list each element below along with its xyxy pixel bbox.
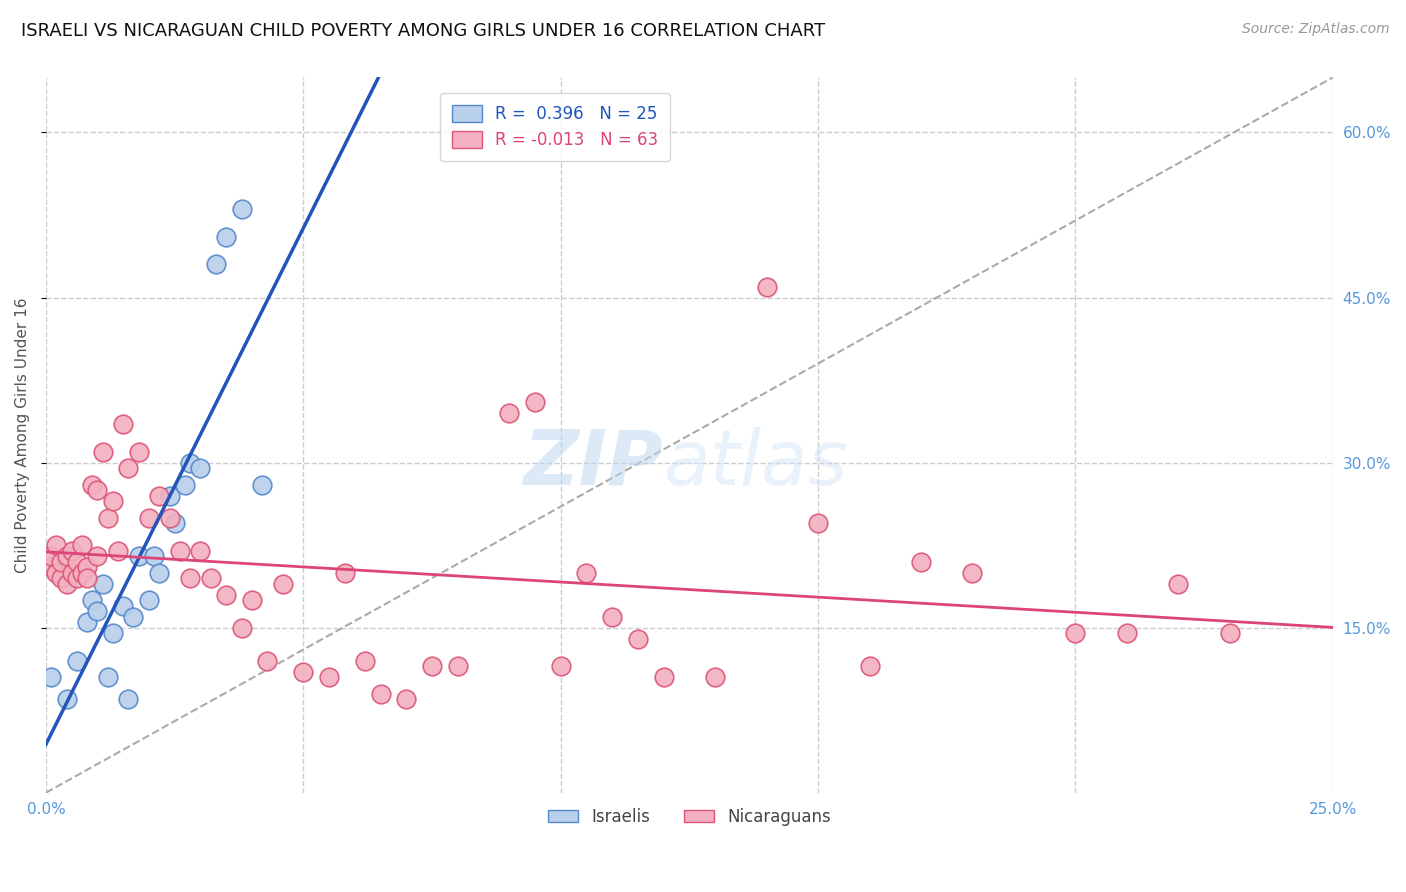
Point bbox=[138, 510, 160, 524]
Point bbox=[117, 692, 139, 706]
Point bbox=[101, 494, 124, 508]
Point bbox=[148, 489, 170, 503]
Point bbox=[292, 665, 315, 679]
Point bbox=[962, 566, 984, 580]
Point bbox=[231, 202, 253, 217]
Point bbox=[159, 489, 181, 503]
Point bbox=[200, 571, 222, 585]
Point bbox=[55, 549, 77, 563]
Point bbox=[190, 543, 212, 558]
Point bbox=[55, 576, 77, 591]
Point bbox=[354, 654, 377, 668]
Point bbox=[86, 549, 108, 563]
Point bbox=[70, 566, 93, 580]
Text: Source: ZipAtlas.com: Source: ZipAtlas.com bbox=[1241, 22, 1389, 37]
Point bbox=[143, 549, 166, 563]
Point bbox=[910, 555, 932, 569]
Point bbox=[45, 538, 67, 552]
Point bbox=[66, 571, 89, 585]
Point bbox=[39, 549, 62, 563]
Point bbox=[1167, 576, 1189, 591]
Point bbox=[523, 395, 546, 409]
Point bbox=[240, 593, 263, 607]
Point bbox=[600, 609, 623, 624]
Point bbox=[82, 593, 104, 607]
Point bbox=[370, 687, 392, 701]
Point bbox=[51, 555, 73, 569]
Point bbox=[76, 571, 98, 585]
Point bbox=[447, 659, 470, 673]
Point bbox=[1219, 626, 1241, 640]
Point bbox=[39, 560, 62, 574]
Point bbox=[122, 609, 145, 624]
Point bbox=[76, 560, 98, 574]
Point bbox=[60, 566, 83, 580]
Point bbox=[112, 599, 135, 613]
Point bbox=[138, 593, 160, 607]
Point bbox=[169, 543, 191, 558]
Point bbox=[250, 477, 273, 491]
Point bbox=[97, 510, 120, 524]
Point bbox=[215, 588, 238, 602]
Point bbox=[70, 538, 93, 552]
Point bbox=[107, 543, 129, 558]
Point bbox=[1115, 626, 1137, 640]
Point bbox=[86, 604, 108, 618]
Text: ISRAELI VS NICARAGUAN CHILD POVERTY AMONG GIRLS UNDER 16 CORRELATION CHART: ISRAELI VS NICARAGUAN CHILD POVERTY AMON… bbox=[21, 22, 825, 40]
Point bbox=[704, 670, 727, 684]
Point bbox=[498, 406, 520, 420]
Point bbox=[395, 692, 418, 706]
Point bbox=[128, 444, 150, 458]
Point bbox=[82, 477, 104, 491]
Point bbox=[271, 576, 294, 591]
Point bbox=[55, 692, 77, 706]
Point bbox=[97, 670, 120, 684]
Point bbox=[128, 549, 150, 563]
Point bbox=[1064, 626, 1087, 640]
Point bbox=[91, 444, 114, 458]
Point bbox=[231, 621, 253, 635]
Point bbox=[575, 566, 598, 580]
Point bbox=[45, 566, 67, 580]
Point bbox=[807, 516, 830, 530]
Point bbox=[179, 571, 201, 585]
Point bbox=[858, 659, 880, 673]
Point bbox=[190, 461, 212, 475]
Legend: Israelis, Nicaraguans: Israelis, Nicaraguans bbox=[540, 800, 839, 834]
Point bbox=[215, 230, 238, 244]
Point bbox=[66, 555, 89, 569]
Point bbox=[86, 483, 108, 497]
Point bbox=[256, 654, 278, 668]
Point bbox=[652, 670, 675, 684]
Point bbox=[39, 670, 62, 684]
Point bbox=[60, 543, 83, 558]
Point bbox=[66, 654, 89, 668]
Point bbox=[76, 615, 98, 629]
Point bbox=[91, 576, 114, 591]
Point bbox=[755, 279, 778, 293]
Point bbox=[159, 510, 181, 524]
Point bbox=[174, 477, 197, 491]
Point bbox=[420, 659, 443, 673]
Point bbox=[51, 571, 73, 585]
Point bbox=[179, 456, 201, 470]
Point bbox=[163, 516, 186, 530]
Point bbox=[627, 632, 650, 646]
Point bbox=[333, 566, 356, 580]
Point bbox=[205, 258, 228, 272]
Point bbox=[318, 670, 340, 684]
Text: atlas: atlas bbox=[664, 426, 848, 500]
Point bbox=[112, 417, 135, 431]
Y-axis label: Child Poverty Among Girls Under 16: Child Poverty Among Girls Under 16 bbox=[15, 297, 30, 573]
Point bbox=[101, 626, 124, 640]
Point bbox=[148, 566, 170, 580]
Point bbox=[117, 461, 139, 475]
Text: ZIP: ZIP bbox=[524, 426, 664, 500]
Point bbox=[550, 659, 572, 673]
